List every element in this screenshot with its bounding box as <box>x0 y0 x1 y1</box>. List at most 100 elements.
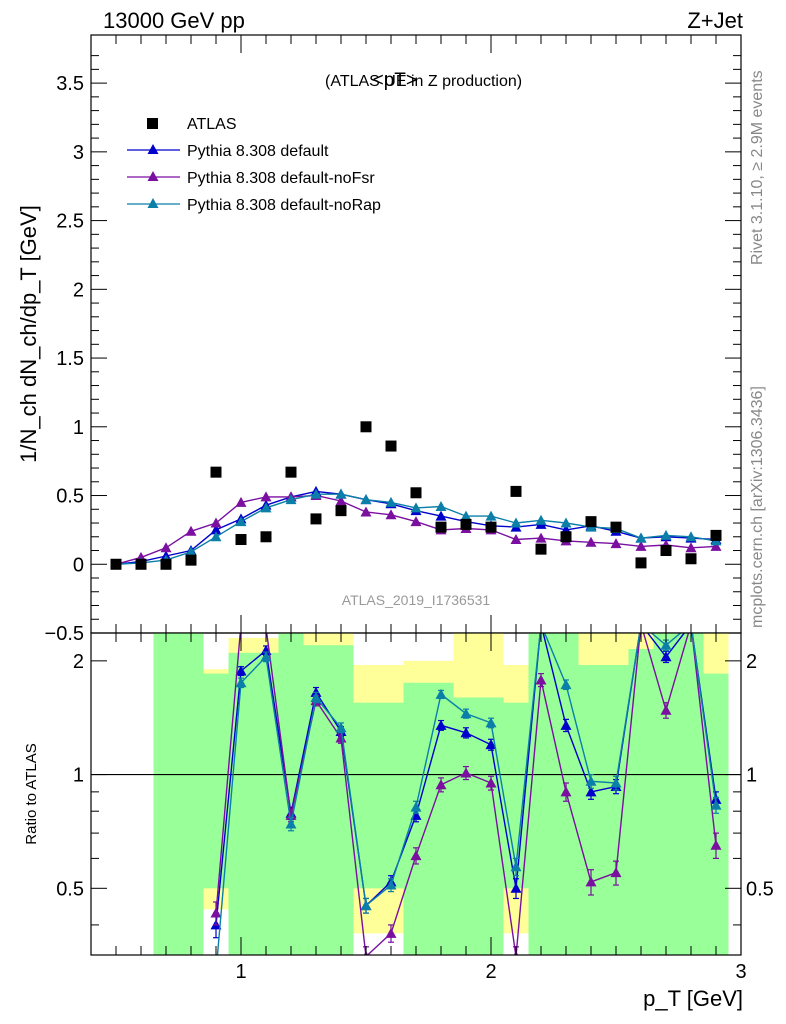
ratio-point-1-13 <box>535 674 547 685</box>
main-point-1-13 <box>435 510 447 521</box>
ratio-band-green <box>603 665 629 955</box>
data-point-8 <box>310 513 322 525</box>
main-point-2-19 <box>585 536 597 547</box>
ratio-point-0-1 <box>235 665 247 676</box>
legend-entry-nofsr: Pythia 8.308 default-noFsr <box>127 170 375 187</box>
ratio-point-1-0 <box>210 907 222 918</box>
main-point-3-23 <box>685 531 697 542</box>
legend-label-nofsr: Pythia 8.308 default-noFsr <box>187 170 375 187</box>
main-ytick-label: 1 <box>73 417 84 439</box>
main-ytick-label: 2.5 <box>56 211 84 233</box>
main-point-1-4 <box>210 524 222 535</box>
main-point-3-13 <box>435 501 447 512</box>
data-point-14 <box>460 518 472 530</box>
ratio-point-0-12 <box>510 882 522 893</box>
data-point-17 <box>535 543 547 555</box>
main-point-2-17 <box>535 532 547 543</box>
ratio-point-1-14 <box>560 786 572 797</box>
main-point-3-16 <box>510 517 522 528</box>
ratio-band-green <box>278 633 304 955</box>
main-point-3-17 <box>535 514 547 525</box>
legend-entry-default: Pythia 8.308 default <box>127 143 329 160</box>
legend-label-norap: Pythia 8.308 default-noRap <box>187 197 381 214</box>
ratio-band-green <box>578 665 604 955</box>
ratio-point-2-14 <box>560 679 572 690</box>
ratio-point-2-3 <box>285 818 297 829</box>
data-point-4 <box>210 466 222 478</box>
ratio-point-1-5 <box>335 732 347 743</box>
analysis-label: ATLAS_2019_I1736531 <box>342 592 491 608</box>
ratio-point-1-18 <box>660 704 672 715</box>
data-point-18 <box>560 531 572 543</box>
data-point-11 <box>385 440 397 452</box>
energy-label: 13000 GeV pp <box>103 8 245 33</box>
data-point-7 <box>285 466 297 478</box>
ratio-band-green <box>453 697 479 955</box>
ratio-band-green <box>353 702 379 889</box>
main-point-3-9 <box>335 488 347 499</box>
mcplots-label: mcplots.cern.ch [arXiv:1306.3436] <box>749 386 766 628</box>
data-point-2 <box>160 558 172 570</box>
ratio-point-0-18 <box>660 651 672 662</box>
rivet-label: Rivet 3.1.10, ≥ 2.9M events <box>749 70 766 265</box>
ratio-axes: 1 2 3 0.5 0.5 1 1 2 2 <box>56 632 774 983</box>
ratio-xtick-label: 3 <box>735 961 746 983</box>
main-ytick-label: 3 <box>73 142 84 164</box>
data-point-12 <box>410 487 422 499</box>
ratio-ytick-label: 1 <box>73 765 84 787</box>
x-axis-label: p_T [GeV] <box>643 986 743 1011</box>
ratio-band-green <box>653 633 679 955</box>
ratio-point-1-16 <box>610 867 622 878</box>
chart-title-sub: (ATLAS UE in Z production) <box>325 73 522 90</box>
ratio-band-green <box>328 645 354 955</box>
main-point-3-15 <box>485 510 497 521</box>
main-point-3-14 <box>460 510 472 521</box>
legend-label-default: Pythia 8.308 default <box>187 143 329 160</box>
main-point-3-6 <box>260 502 272 513</box>
data-point-9 <box>335 505 347 517</box>
main-ytick-label: −0.5 <box>45 623 84 645</box>
main-point-3-10 <box>360 494 372 505</box>
main-point-2-4 <box>210 517 222 528</box>
main-point-2-23 <box>685 542 697 553</box>
main-point-2-6 <box>260 491 272 502</box>
ratio-band-green <box>228 652 254 955</box>
legend: ATLAS Pythia 8.308 default Pythia 8.308 … <box>127 116 381 214</box>
y-axis-label-ratio: Ratio to ATLAS <box>23 743 40 844</box>
ratio-xtick-label: 2 <box>485 961 496 983</box>
ratio-point-2-9 <box>435 688 447 699</box>
legend-label-atlas: ATLAS <box>187 116 237 133</box>
main-point-2-3 <box>185 525 197 536</box>
chart-title-main: <pT> <box>373 70 417 91</box>
ratio-band-green <box>178 633 204 955</box>
data-point-3 <box>185 554 197 566</box>
main-point-2-20 <box>610 538 622 549</box>
ratio-point-0-9 <box>435 719 447 730</box>
ratio-ytick-label: 0.5 <box>56 878 84 900</box>
data-point-10 <box>360 421 372 433</box>
main-point-3-11 <box>385 496 397 507</box>
main-point-2-11 <box>385 509 397 520</box>
main-ytick-label: 1.5 <box>56 348 84 370</box>
main-point-2-24 <box>710 540 722 551</box>
ratio-point-1-20 <box>710 839 722 850</box>
data-point-5 <box>235 534 247 546</box>
ratio-point-2-11 <box>485 717 497 728</box>
ratio-point-1-15 <box>585 876 597 887</box>
ratio-point-1-10 <box>460 767 472 778</box>
main-point-3-3 <box>185 546 197 557</box>
data-point-1 <box>135 558 147 570</box>
ratio-point-1-7 <box>385 927 397 938</box>
data-point-0 <box>110 558 122 570</box>
main-point-3-4 <box>210 531 222 542</box>
process-label: Z+Jet <box>687 8 743 33</box>
main-point-2-16 <box>510 534 522 545</box>
main-point-3-7 <box>285 494 297 505</box>
ratio-point-2-15 <box>585 775 597 786</box>
ratio-point-0-14 <box>560 719 572 730</box>
ratio-xtick-label: 1 <box>235 961 246 983</box>
legend-entry-atlas: ATLAS <box>147 116 237 133</box>
main-point-2-10 <box>360 506 372 517</box>
data-point-23 <box>685 553 697 565</box>
